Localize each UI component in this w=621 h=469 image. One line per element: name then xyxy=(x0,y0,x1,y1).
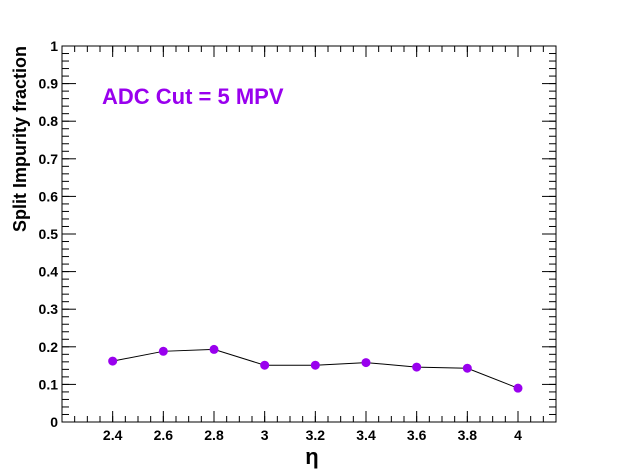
x-tick-label: 3 xyxy=(261,427,269,443)
y-tick-label: 0 xyxy=(50,414,58,430)
data-point xyxy=(513,383,523,393)
y-axis-label: Split Impurity fraction xyxy=(10,46,30,232)
x-tick-label: 3.2 xyxy=(306,427,326,443)
x-axis-label: η xyxy=(305,444,318,469)
y-tick-label: 0.8 xyxy=(39,113,59,129)
x-tick-label: 3.8 xyxy=(458,427,478,443)
y-tick-label: 0.1 xyxy=(39,376,59,392)
series-points xyxy=(108,344,523,393)
x-tick-label: 3.6 xyxy=(407,427,427,443)
data-point xyxy=(260,360,270,370)
data-point xyxy=(158,346,168,356)
data-point xyxy=(361,358,371,368)
y-tick-label: 0.4 xyxy=(39,264,59,280)
y-tick-label: 1 xyxy=(50,38,58,54)
x-tick-label: 2.8 xyxy=(204,427,224,443)
x-axis-ticks: 2.4 2.6 2.8 3 3.2 3.4 3.6 3.8 4 xyxy=(74,46,557,443)
x-tick-label: 2.6 xyxy=(154,427,174,443)
data-point xyxy=(209,344,219,354)
y-tick-label: 0.5 xyxy=(39,226,59,242)
chart-annotation: ADC Cut = 5 MPV xyxy=(102,84,284,109)
y-tick-label: 0.2 xyxy=(39,339,59,355)
y-tick-label: 0.3 xyxy=(39,301,59,317)
y-tick-label: 0.7 xyxy=(39,151,59,167)
y-tick-label: 0.9 xyxy=(39,76,59,92)
data-point xyxy=(310,360,320,370)
x-tick-label: 4 xyxy=(514,427,522,443)
data-point xyxy=(462,363,472,373)
y-tick-label: 0.6 xyxy=(39,188,59,204)
data-point xyxy=(412,362,422,372)
data-point xyxy=(108,356,118,366)
x-tick-label: 3.4 xyxy=(356,427,376,443)
y-axis-ticks: 0 0.1 0.2 0.3 0.4 0.5 0.6 0.7 0.8 0.9 1 xyxy=(39,38,556,430)
x-tick-label: 2.4 xyxy=(103,427,123,443)
